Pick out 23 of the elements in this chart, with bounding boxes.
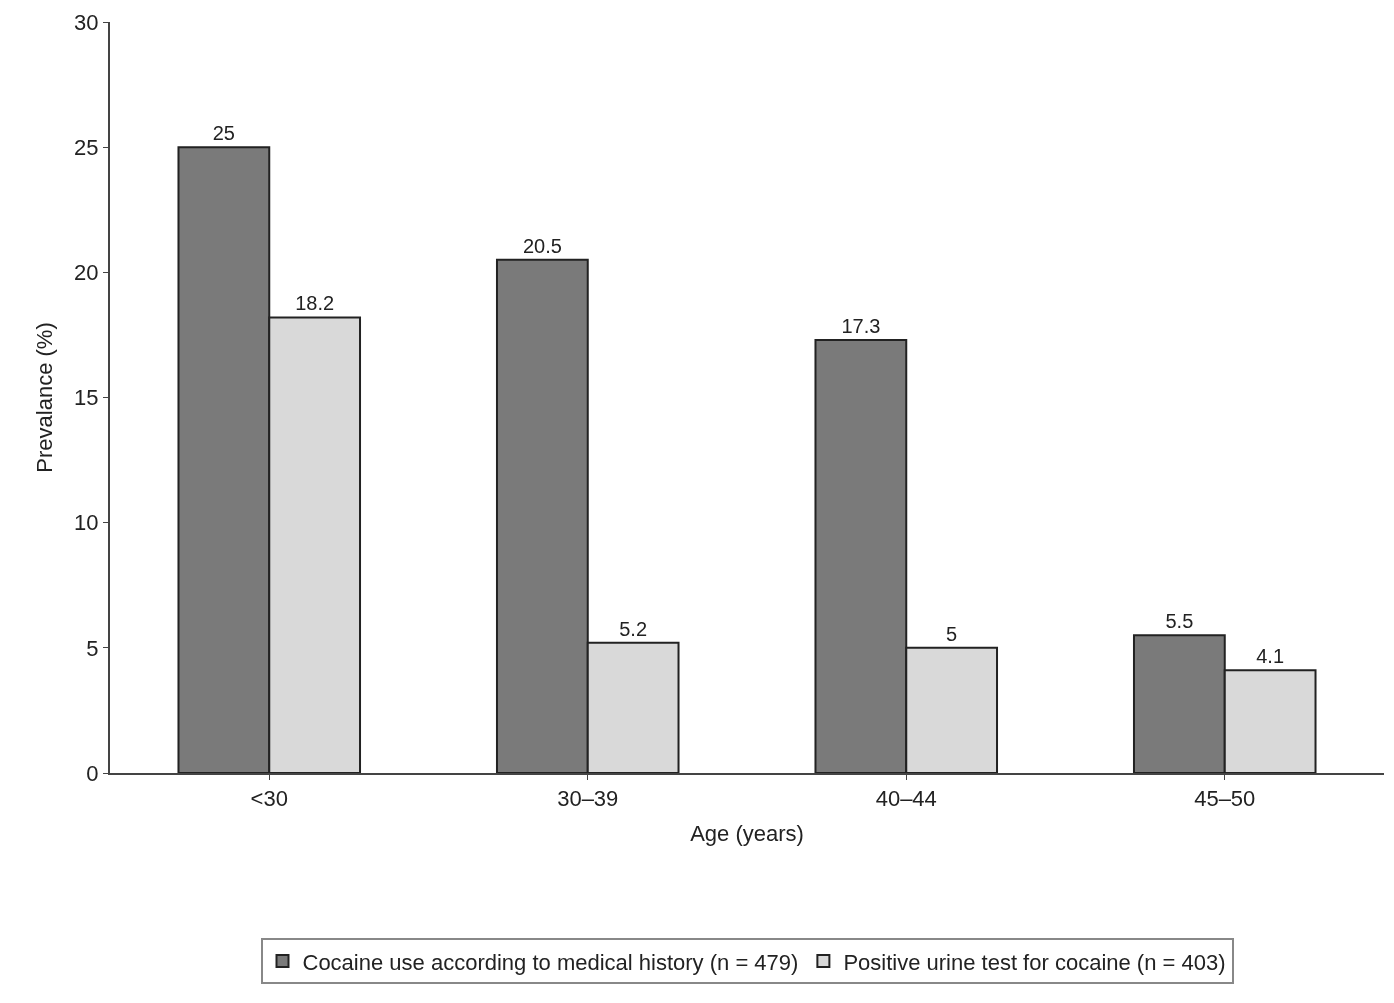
x-tick-label: 45–50 (1194, 786, 1256, 812)
y-tick-label: 5 (86, 635, 99, 661)
y-tick-label: 10 (74, 510, 99, 536)
data-label: 5.2 (619, 617, 648, 640)
data-label: 17.3 (841, 314, 881, 337)
y-tick-label: 0 (86, 760, 99, 786)
x-tick-label: 40–44 (875, 786, 937, 812)
data-label: 5 (946, 622, 958, 645)
y-axis-title: Prevalance (%) (32, 322, 58, 473)
data-label: 18.2 (295, 292, 335, 315)
legend-label: Positive urine test for cocaine (n = 403) (843, 949, 1226, 975)
data-label: 25 (212, 122, 235, 145)
x-axis-title: Age (years) (690, 820, 804, 846)
y-tick-label: 30 (74, 9, 99, 35)
x-tick-label: 30–39 (557, 786, 619, 812)
legend-label: Cocaine use according to medical history (n = 479) (302, 949, 799, 975)
y-tick-label: 15 (74, 385, 99, 411)
y-tick-label: 20 (74, 260, 99, 286)
data-label: 4.1 (1256, 645, 1285, 668)
data-label: 20.5 (522, 234, 562, 257)
y-tick-label: 25 (74, 134, 99, 160)
data-label: 5.5 (1165, 610, 1194, 633)
x-tick-label: <30 (250, 786, 288, 812)
